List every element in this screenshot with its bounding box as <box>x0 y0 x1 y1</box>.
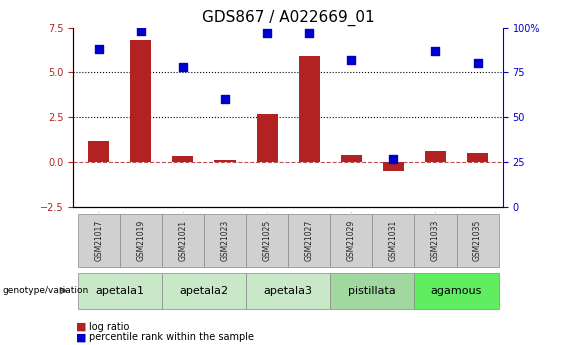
Text: GSM21025: GSM21025 <box>263 220 272 261</box>
Point <box>431 48 440 54</box>
Bar <box>341 155 362 162</box>
Bar <box>257 114 277 162</box>
Text: GSM21021: GSM21021 <box>179 220 188 261</box>
Point <box>94 46 103 52</box>
Bar <box>131 40 151 162</box>
Text: ■: ■ <box>76 322 87 332</box>
Text: pistillata: pistillata <box>349 286 396 296</box>
Point <box>389 156 398 161</box>
Bar <box>467 153 488 162</box>
Text: ■: ■ <box>76 333 87 342</box>
Point <box>473 61 482 66</box>
Bar <box>88 141 109 162</box>
Bar <box>425 151 446 162</box>
Point <box>220 97 229 102</box>
Text: GSM21029: GSM21029 <box>347 220 356 261</box>
Text: GSM21033: GSM21033 <box>431 220 440 261</box>
Point <box>305 30 314 36</box>
Bar <box>383 162 404 171</box>
Text: GSM21035: GSM21035 <box>473 220 482 261</box>
Bar <box>299 56 320 162</box>
Text: percentile rank within the sample: percentile rank within the sample <box>89 333 254 342</box>
Text: apetala1: apetala1 <box>95 286 144 296</box>
Point <box>136 28 145 34</box>
Text: GSM21019: GSM21019 <box>136 220 145 261</box>
Text: GSM21027: GSM21027 <box>305 220 314 261</box>
Text: GSM21031: GSM21031 <box>389 220 398 261</box>
Text: apetala2: apetala2 <box>180 286 228 296</box>
Bar <box>172 156 193 162</box>
Text: genotype/variation: genotype/variation <box>3 286 89 295</box>
Text: log ratio: log ratio <box>89 322 129 332</box>
Title: GDS867 / A022669_01: GDS867 / A022669_01 <box>202 10 375 26</box>
Point <box>347 57 356 63</box>
Point <box>263 30 272 36</box>
Point <box>179 64 188 70</box>
Text: GSM21017: GSM21017 <box>94 220 103 261</box>
Text: apetala3: apetala3 <box>264 286 312 296</box>
Text: GSM21023: GSM21023 <box>220 220 229 261</box>
Text: agamous: agamous <box>431 286 483 296</box>
Bar <box>215 160 236 162</box>
